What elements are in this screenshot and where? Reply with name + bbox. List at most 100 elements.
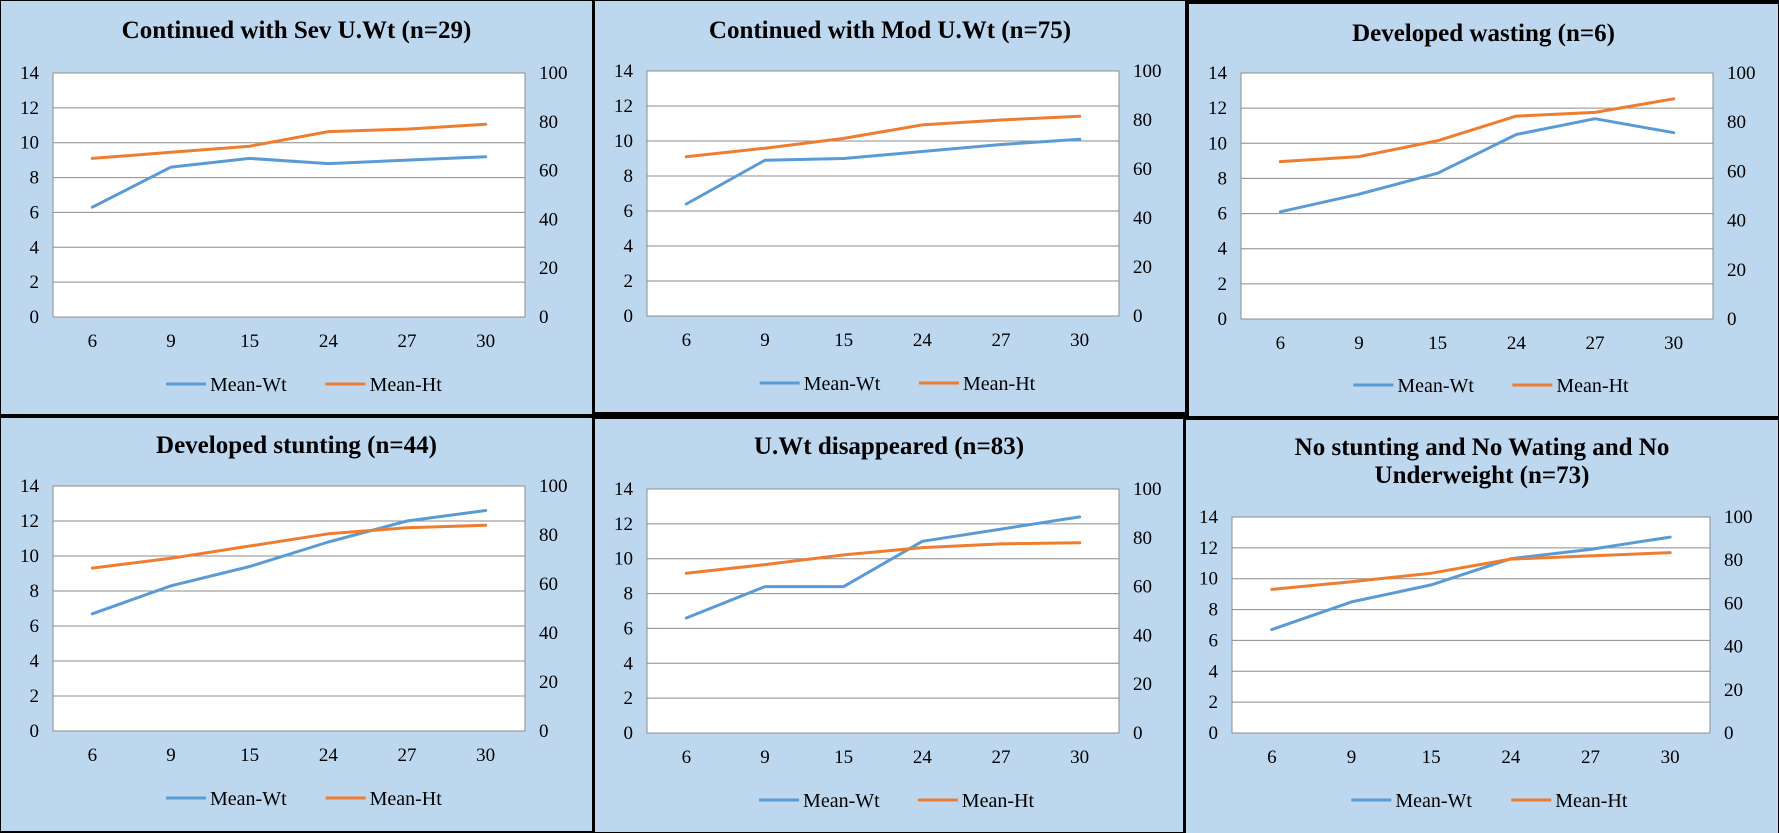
y-right-tick-label: 20 (1133, 674, 1152, 695)
chart-title: U.Wt disappeared (n=83) (753, 433, 1025, 460)
y-left-tick-label: 12 (20, 511, 39, 532)
y-right-tick-label: 60 (1727, 161, 1746, 182)
y-right-tick-label: 100 (539, 476, 568, 497)
y-right-tick-label: 20 (1133, 257, 1152, 278)
y-left-tick-label: 2 (30, 272, 40, 293)
y-right-tick-label: 20 (1727, 260, 1746, 281)
x-tick-label: 6 (88, 331, 98, 352)
x-tick-label: 27 (398, 331, 417, 352)
x-tick-label: 15 (834, 747, 853, 768)
x-tick-label: 15 (240, 745, 259, 766)
y-right-tick-label: 0 (1724, 723, 1734, 744)
chart-panel-3: Developed wasting (n=6) 0 2 4 6 8 10 12 14 0 20 40… (1189, 4, 1778, 416)
y-left-tick-label: 0 (30, 307, 40, 328)
plot-border (646, 488, 1120, 734)
y-left-tick-label: 0 (624, 723, 634, 744)
y-right-tick-label: 60 (539, 161, 558, 182)
series-line-mean-wt (90, 509, 488, 616)
y-right-tick-label: 80 (539, 525, 558, 546)
chart-title: Continued with Mod U.Wt (n=75) (708, 17, 1072, 44)
y-left-tick-label: 6 (624, 201, 634, 222)
y-left-tick-label: 10 (1208, 133, 1227, 154)
y-left-tick-label: 6 (1209, 630, 1219, 651)
chart-title: No stunting and No Wating and No Underwe… (1294, 434, 1670, 489)
y-right-tick-label: 80 (539, 112, 558, 133)
y-left-tick-label: 10 (1199, 569, 1218, 590)
y-right-tick-label: 40 (1724, 637, 1743, 658)
x-tick-label: 6 (1276, 333, 1286, 354)
y-right-tick-label: 0 (1133, 306, 1143, 327)
y-left-tick-label: 14 (1208, 63, 1228, 84)
y-right-tick-label: 100 (1133, 479, 1162, 500)
y-left-tick-label: 6 (30, 616, 40, 637)
x-tick-label: 9 (760, 747, 770, 768)
plot-area (1241, 73, 1713, 319)
y-left-tick-label: 8 (1218, 168, 1228, 189)
x-tick-label: 30 (1661, 747, 1680, 768)
y-left-tick-label: 14 (20, 476, 40, 497)
y-right-tick-label: 100 (1133, 61, 1162, 82)
x-tick-label: 30 (476, 331, 495, 352)
series-line-mean-ht (1278, 97, 1676, 164)
x-tick-label: 6 (1267, 747, 1277, 768)
legend-label: Mean-Wt (803, 790, 880, 812)
y-right-tick-label: 20 (539, 258, 558, 279)
x-tick-label: 9 (166, 745, 176, 766)
legend-label: Mean-Ht (370, 788, 443, 810)
y-left-tick-label: 14 (1199, 507, 1219, 528)
y-left-tick-label: 10 (614, 131, 633, 152)
y-right-tick-label: 40 (539, 209, 558, 230)
x-tick-label: 24 (319, 331, 339, 352)
series-line-mean-ht (90, 122, 488, 160)
x-tick-label: 15 (834, 330, 853, 351)
chart-panel-1: Continued with Sev U.Wt (n=29) 0 2 4 6 8 10 12… (1, 1, 592, 414)
x-tick-label: 6 (88, 745, 98, 766)
x-tick-label: 6 (682, 330, 692, 351)
y-right-tick-label: 80 (1727, 112, 1746, 133)
legend-label: Mean-Wt (804, 373, 881, 395)
plot-area (53, 73, 525, 317)
x-tick-label: 15 (1422, 747, 1441, 768)
y-left-tick-label: 12 (614, 514, 633, 535)
legend-label: Mean-Ht (963, 373, 1036, 395)
legend-label: Mean-Ht (370, 374, 443, 396)
x-tick-label: 30 (1070, 747, 1089, 768)
x-tick-label: 27 (1581, 747, 1600, 768)
y-left-tick-label: 14 (614, 479, 634, 500)
x-tick-label: 9 (1354, 333, 1364, 354)
plot-border (1240, 72, 1714, 320)
legend-label: Mean-Ht (1555, 790, 1628, 812)
x-tick-label: 24 (319, 745, 339, 766)
y-left-tick-label: 4 (30, 237, 40, 258)
y-right-tick-label: 60 (1724, 593, 1743, 614)
legend-label: Mean-Wt (1397, 375, 1474, 397)
x-tick-label: 9 (166, 331, 176, 352)
chart-panel-6: No stunting and No Wating and No Underwe… (1186, 420, 1778, 833)
series-line-mean-wt (684, 515, 1082, 620)
chart-panel-2: Continued with Mod U.Wt (n=75) 0 2 4 6 8 10 12… (595, 1, 1185, 412)
y-left-tick-label: 6 (30, 202, 40, 223)
y-right-tick-label: 80 (1133, 110, 1152, 131)
y-left-tick-label: 2 (624, 688, 634, 709)
chart-panel-5: U.Wt disappeared (n=83) 0 2 4 6 8 10 12 14 0 20 40… (595, 419, 1183, 832)
y-right-tick-label: 80 (1724, 550, 1743, 571)
legend-label: Mean-Wt (210, 374, 287, 396)
y-left-tick-label: 2 (30, 686, 40, 707)
plot-area (1232, 517, 1710, 733)
y-left-tick-label: 4 (624, 653, 634, 674)
plot-area (647, 489, 1119, 733)
y-left-tick-label: 6 (1218, 204, 1228, 225)
series-line-mean-wt (1278, 117, 1676, 214)
x-tick-label: 9 (760, 330, 770, 351)
y-left-tick-label: 8 (624, 166, 634, 187)
x-tick-label: 30 (1664, 333, 1683, 354)
chart-title: Developed stunting (n=44) (156, 432, 437, 459)
y-right-tick-label: 60 (1133, 577, 1152, 598)
y-right-tick-label: 100 (539, 63, 568, 84)
plot-area (53, 486, 525, 731)
y-left-tick-label: 6 (624, 618, 634, 639)
y-right-tick-label: 60 (1133, 159, 1152, 180)
y-left-tick-label: 2 (1209, 692, 1219, 713)
